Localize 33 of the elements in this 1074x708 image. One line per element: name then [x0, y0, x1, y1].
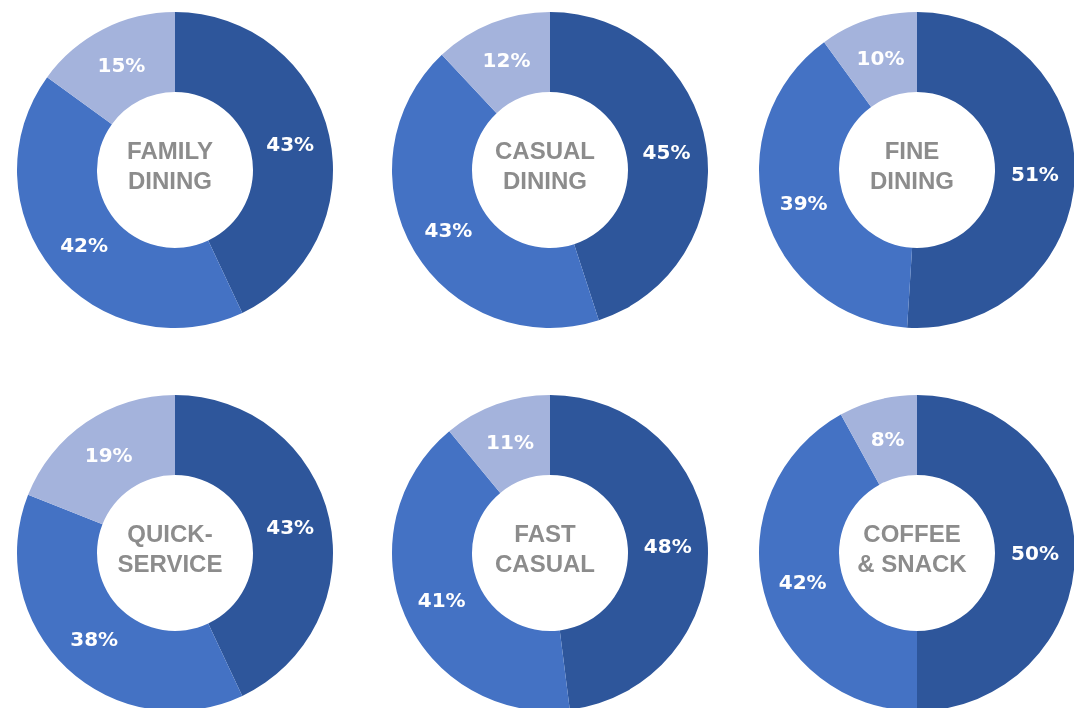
- data-label: 41%: [417, 587, 466, 612]
- donut-slice: [441, 12, 550, 114]
- donut-slice: [824, 12, 917, 107]
- data-label: 43%: [266, 515, 315, 540]
- text: FINE DINING: [870, 136, 954, 194]
- donut-slice: [17, 494, 243, 708]
- data-label: 39%: [779, 190, 828, 215]
- donut-slice: [392, 54, 599, 328]
- text: FAST CASUAL: [495, 519, 595, 577]
- data-label: 8%: [870, 426, 905, 451]
- donut-slice: [28, 395, 175, 525]
- data-label: 11%: [486, 429, 534, 454]
- data-label: 48%: [643, 533, 692, 558]
- data-label: 43%: [424, 218, 473, 243]
- data-label: 45%: [642, 139, 691, 164]
- data-label: 50%: [1011, 541, 1059, 565]
- data-label: 10%: [856, 45, 905, 70]
- data-label: 15%: [97, 52, 146, 77]
- data-label: 51%: [1011, 161, 1059, 186]
- data-label: 12%: [482, 48, 531, 73]
- donut-slice: [17, 77, 243, 328]
- data-label: 43%: [266, 132, 315, 157]
- donut-slice: [47, 12, 175, 125]
- data-label: 42%: [778, 570, 827, 595]
- data-label: 42%: [60, 233, 109, 258]
- data-label: 19%: [84, 443, 133, 468]
- text: QUICK- SERVICE: [117, 519, 223, 577]
- donut-slice: [449, 395, 550, 493]
- donut-slice: [840, 395, 917, 485]
- text: FAMILY DINING: [127, 136, 213, 194]
- text: CASUAL DINING: [495, 136, 595, 194]
- data-label: 38%: [70, 627, 119, 652]
- text: COFFEE & SNACK: [857, 519, 968, 577]
